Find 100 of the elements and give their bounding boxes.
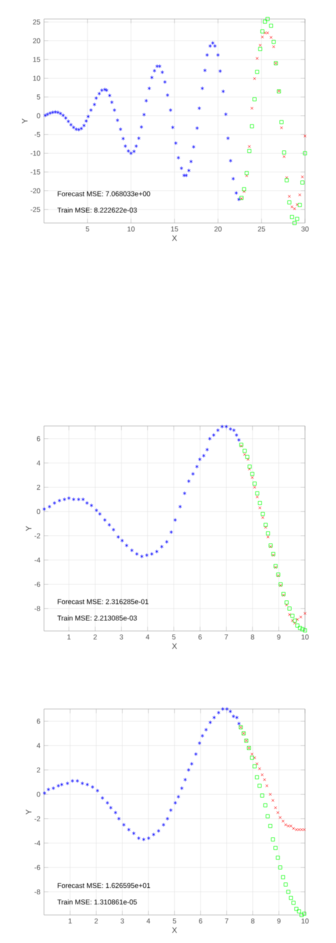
point (269, 24, 274, 28)
point (194, 752, 198, 756)
point (265, 784, 268, 788)
point (204, 728, 208, 732)
point (293, 207, 296, 210)
point (264, 522, 268, 527)
point (67, 496, 71, 500)
point (286, 890, 290, 894)
point (108, 522, 112, 527)
point (96, 788, 100, 793)
point (122, 822, 126, 827)
point (288, 896, 293, 900)
point (264, 31, 266, 34)
point (302, 912, 306, 916)
point (150, 552, 154, 556)
point (282, 820, 285, 823)
point (298, 626, 302, 630)
point (304, 612, 306, 615)
point (232, 428, 236, 432)
point (248, 468, 251, 470)
point (300, 627, 304, 632)
point (106, 800, 110, 805)
point (292, 900, 296, 905)
point (46, 787, 50, 792)
point (281, 875, 286, 880)
point (166, 816, 170, 821)
point (58, 498, 62, 503)
point (298, 193, 302, 196)
point (284, 823, 288, 826)
point (287, 200, 292, 204)
point (295, 216, 300, 221)
point (80, 781, 84, 786)
point (300, 913, 304, 917)
point (253, 77, 256, 80)
point (169, 808, 173, 812)
point (286, 824, 290, 828)
point (284, 178, 289, 182)
point (266, 531, 270, 536)
point (244, 171, 249, 176)
point (221, 707, 224, 711)
point (250, 472, 254, 476)
point (299, 616, 302, 618)
point (98, 512, 102, 516)
point (260, 512, 265, 516)
point (190, 762, 194, 766)
point (294, 828, 298, 832)
point (266, 814, 270, 818)
point (292, 221, 297, 225)
point (288, 613, 291, 616)
point (174, 800, 177, 805)
point (205, 448, 209, 452)
point (250, 124, 254, 128)
point (216, 710, 220, 715)
point (284, 882, 288, 886)
point (225, 707, 229, 711)
point (303, 628, 307, 632)
point (114, 810, 118, 815)
point (178, 504, 182, 509)
point (169, 530, 173, 534)
point (258, 506, 262, 510)
point (145, 553, 149, 558)
point (48, 504, 52, 509)
point (112, 528, 116, 532)
point (288, 606, 292, 610)
point (258, 784, 262, 788)
point (253, 486, 256, 489)
point (103, 518, 107, 522)
point (216, 428, 220, 432)
point (160, 544, 164, 549)
point (247, 149, 252, 153)
point (70, 778, 74, 783)
point (298, 203, 302, 207)
point (132, 831, 136, 836)
point (292, 826, 295, 830)
point (86, 782, 90, 787)
point (303, 151, 307, 156)
point (100, 796, 104, 800)
point (165, 540, 168, 544)
y-axis-title: Y (26, 810, 32, 814)
point (220, 424, 224, 429)
point (297, 909, 301, 914)
point (285, 603, 288, 606)
point (261, 516, 264, 520)
x-axis-title: X (172, 927, 177, 933)
point (135, 552, 139, 556)
point (191, 472, 195, 476)
point (212, 716, 216, 720)
point (224, 424, 228, 429)
point (266, 17, 270, 21)
point (237, 722, 241, 726)
point (290, 205, 294, 208)
point (250, 476, 254, 479)
point (255, 70, 260, 74)
point (255, 491, 260, 496)
point (127, 828, 131, 832)
point (76, 497, 80, 502)
point (270, 36, 273, 39)
point (120, 538, 124, 543)
point (276, 811, 280, 814)
point (60, 782, 64, 787)
